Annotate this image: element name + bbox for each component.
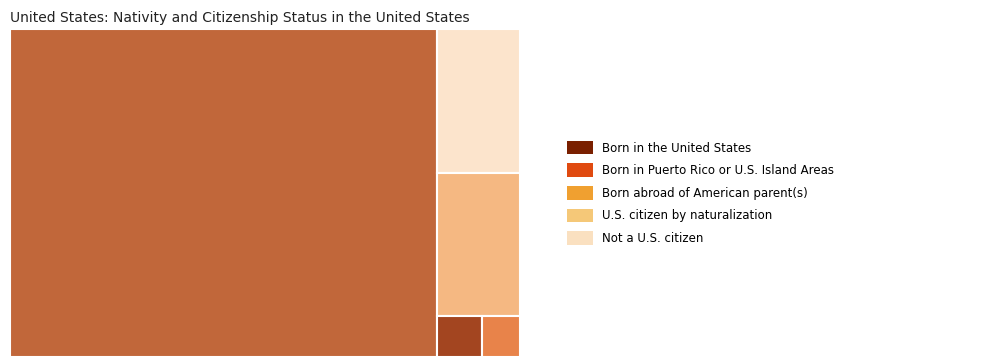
- Text: United States: Nativity and Citizenship Status in the United States: United States: Nativity and Citizenship …: [10, 11, 470, 25]
- Legend: Born in the United States, Born in Puerto Rico or U.S. Island Areas, Born abroad: Born in the United States, Born in Puert…: [561, 136, 838, 250]
- Bar: [436, 29, 520, 173]
- Bar: [436, 316, 483, 357]
- Bar: [436, 173, 520, 316]
- Bar: [483, 316, 520, 357]
- Bar: [10, 29, 436, 357]
